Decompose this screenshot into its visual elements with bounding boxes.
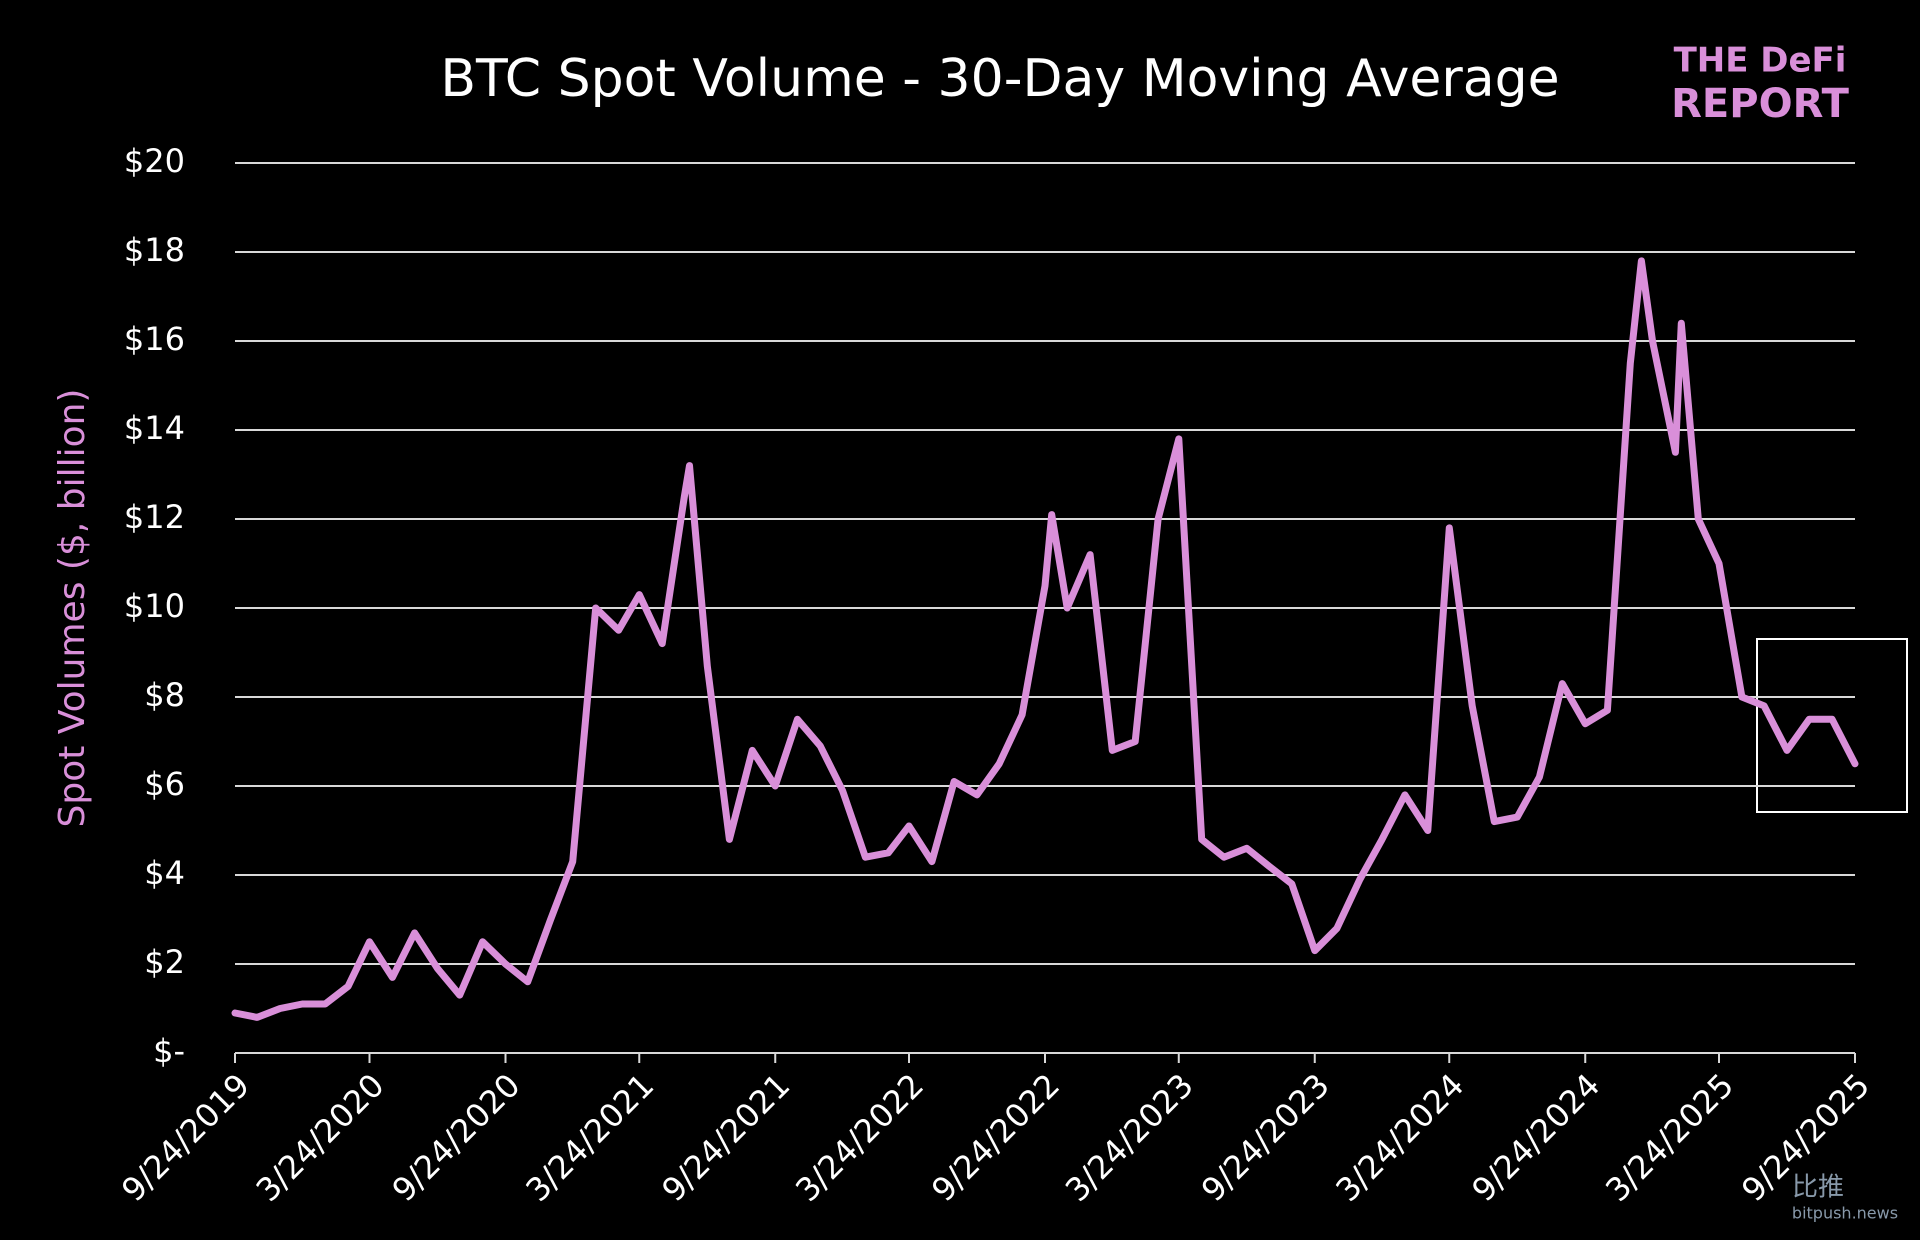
y-tick-label: $6 [144,765,185,803]
y-tick-label: $20 [124,142,185,180]
y-tick-label: $18 [124,231,185,269]
logo-line: REPORT [1671,81,1849,127]
y-tick-label: $14 [124,409,185,447]
y-tick-label: $16 [124,320,185,358]
y-tick-label: $- [153,1032,185,1070]
y-tick-label: $2 [144,943,185,981]
y-tick-label: $12 [124,498,185,536]
logo-line: THE DeFi [1674,41,1847,81]
watermark: bitpush.news [1792,1204,1898,1223]
watermark: 比推 [1792,1173,1844,1203]
chart-title: BTC Spot Volume - 30-Day Moving Average [440,49,1559,109]
y-tick-label: $8 [144,676,185,714]
highlight-box [1756,638,1908,813]
y-tick-label: $10 [124,587,185,625]
y-tick-label: $4 [144,854,185,892]
y-axis-label: Spot Volumes ($, billion) [52,389,93,828]
series-line [231,257,1859,1021]
